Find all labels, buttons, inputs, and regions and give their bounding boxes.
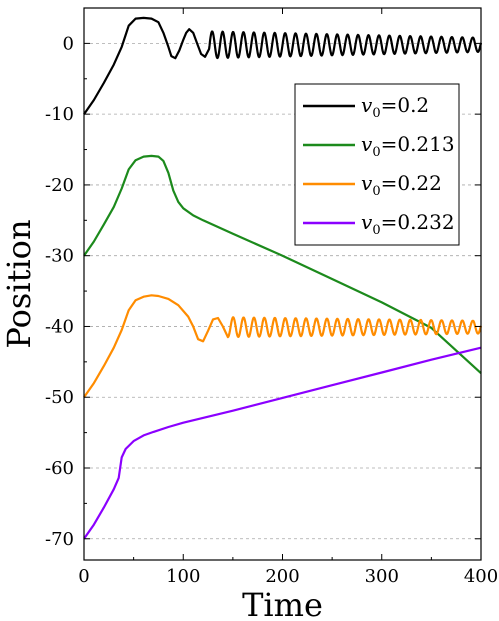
legend-value-0: =0.2 — [381, 93, 430, 117]
legend-label-1: v0=0.213 — [361, 132, 455, 160]
legend-symbol-3: v — [361, 210, 373, 234]
legend-item-0: v0=0.2 — [303, 93, 429, 121]
legend-box — [294, 83, 460, 246]
y-tick-label-4: -40 — [45, 316, 74, 337]
series-lines — [83, 16, 483, 540]
legend-value-1: =0.213 — [381, 132, 455, 156]
x-tick-label-4: 400 — [464, 566, 498, 587]
legend-label-3: v0=0.232 — [361, 210, 455, 238]
legend: v0=0.2 v0=0.213 v0=0.22 v0=0.232 — [294, 83, 460, 246]
legend-label-2: v0=0.22 — [361, 171, 442, 199]
axis-ticks: 0 100 200 300 400 0 -10 -20 -30 -40 -50 -60 -70 — [45, 8, 498, 587]
legend-symbol-1: v — [361, 132, 373, 156]
series-line-3 — [83, 346, 482, 540]
series-line-2 — [83, 294, 483, 398]
series-line-0 — [83, 16, 483, 115]
x-tick-label-2: 200 — [265, 566, 299, 587]
legend-item-3: v0=0.232 — [303, 210, 455, 238]
legend-sub-3: 0 — [372, 223, 380, 238]
legend-value-2: =0.22 — [381, 171, 442, 195]
legend-symbol-0: v — [361, 93, 373, 117]
y-tick-label-5: -50 — [45, 387, 74, 408]
series-line-1 — [83, 154, 482, 375]
legend-sub-1: 0 — [372, 145, 380, 160]
legend-sub-2: 0 — [372, 184, 380, 199]
y-tick-label-0: 0 — [63, 33, 74, 54]
legend-symbol-2: v — [361, 171, 373, 195]
x-tick-label-1: 100 — [166, 566, 200, 587]
y-tick-label-3: -30 — [45, 246, 74, 267]
y-tick-label-1: -10 — [45, 104, 74, 125]
x-tick-label-3: 300 — [365, 566, 399, 587]
x-tick-label-0: 0 — [78, 566, 89, 587]
legend-item-1: v0=0.213 — [303, 132, 455, 160]
legend-sub-0: 0 — [372, 106, 380, 121]
y-tick-label-2: -20 — [45, 175, 74, 196]
legend-value-3: =0.232 — [381, 210, 455, 234]
x-axis-title: Time — [242, 586, 323, 621]
y-tick-label-6: -60 — [45, 458, 74, 479]
y-axis-title: Position — [0, 219, 38, 348]
legend-label-0: v0=0.2 — [361, 93, 429, 121]
legend-item-2: v0=0.22 — [303, 171, 442, 199]
y-tick-label-7: -70 — [45, 529, 74, 550]
